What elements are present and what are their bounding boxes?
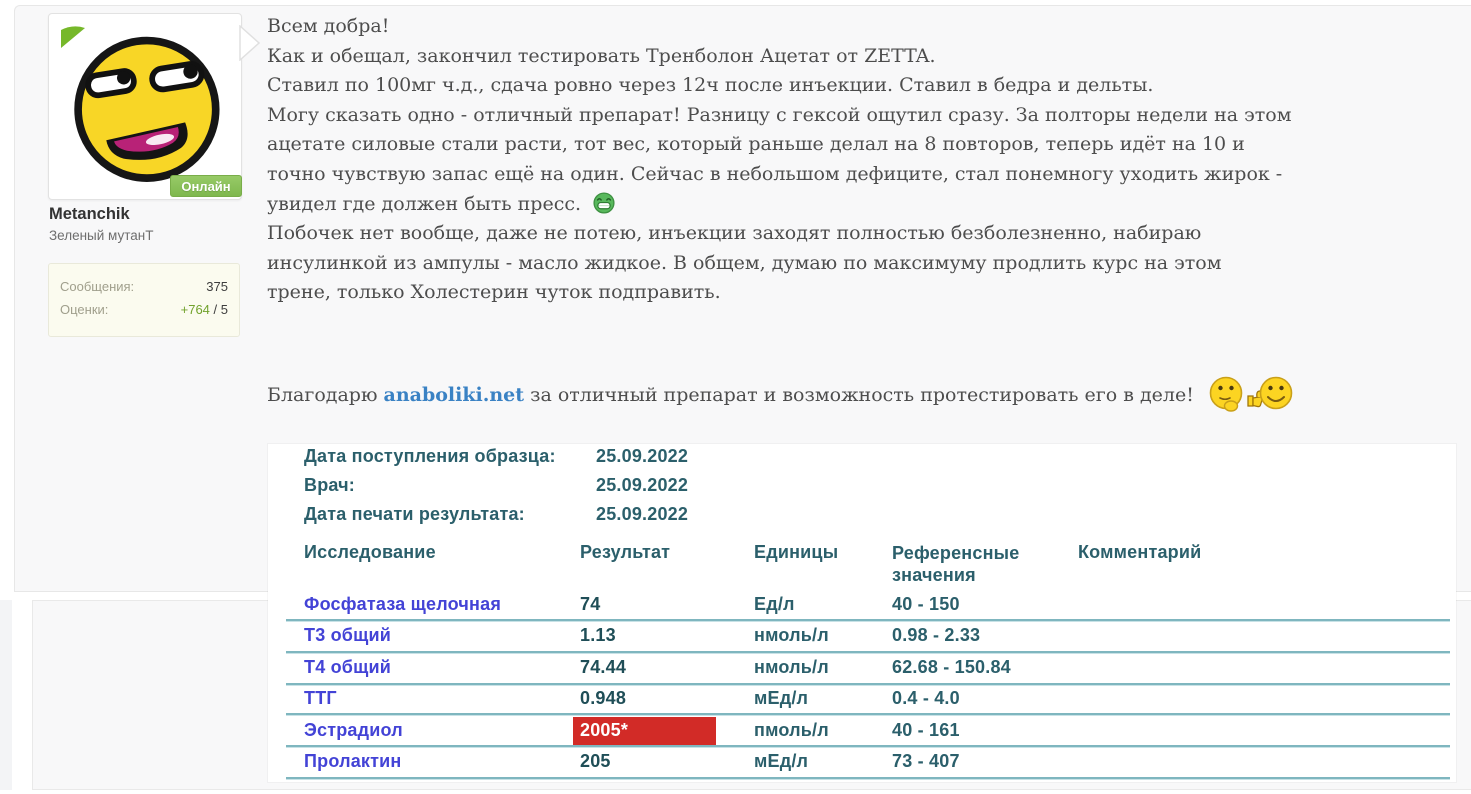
test-reference: 73 - 407 xyxy=(892,751,960,771)
col-header-comment: Комментарий xyxy=(1078,542,1202,562)
col-header-result: Результат xyxy=(580,542,671,562)
lab-report-image[interactable]: Дата поступления образца: 25.09.2022 Вра… xyxy=(268,444,1456,782)
post-line: увидел где должен быть пресс. xyxy=(267,190,1467,220)
post-line: инсулинкой из ампулы - масло жидкое. В о… xyxy=(267,251,1222,274)
positive-ratings: +764 xyxy=(180,302,210,317)
post-line: Всем добра! xyxy=(267,15,390,37)
thanks-line: Благодарю anaboliki.net за отличный преп… xyxy=(267,374,1294,415)
lab-meta-value: 25.09.2022 xyxy=(596,446,689,466)
test-units: Ед/л xyxy=(754,594,795,614)
test-units: мЕд/л xyxy=(754,751,809,771)
user-stats: Сообщения: 375 Оценки: +764 / 5 xyxy=(48,263,240,337)
test-result: 0.948 xyxy=(580,688,627,708)
ratings-label: Оценки: xyxy=(60,302,109,317)
ratings-count: +764 / 5 xyxy=(181,298,228,321)
lab-meta-label: Врач: xyxy=(304,475,356,495)
post-line: Могу сказать одно - отличный препарат! Р… xyxy=(267,103,1292,126)
row-divider xyxy=(286,745,1450,747)
test-result: 1.13 xyxy=(580,625,616,645)
lab-meta-label: Дата печати результата: xyxy=(304,504,525,524)
test-name: ТТГ xyxy=(304,688,337,708)
messages-count: 375 xyxy=(206,279,228,294)
test-name: Фосфатаза щелочная xyxy=(304,594,502,614)
thinking-smiley-icon xyxy=(1209,376,1243,412)
test-name: Пролактин xyxy=(304,751,402,771)
test-name: Эстрадиол xyxy=(304,720,403,740)
test-reference: 0.98 - 2.33 xyxy=(892,625,981,645)
username-link[interactable]: Metanchik xyxy=(49,205,130,223)
post-line: Побочек нет вообще, даже не потею, инъек… xyxy=(267,222,1202,245)
row-divider xyxy=(286,683,1450,685)
row-divider xyxy=(286,651,1450,653)
post-line: Как и обещал, закончил тестировать Тренб… xyxy=(267,44,936,67)
thanks-prefix: Благодарю xyxy=(267,384,384,406)
test-reference: 0.4 - 4.0 xyxy=(892,688,960,708)
lab-meta-label: Дата поступления образца: xyxy=(304,446,556,466)
happy-smiley-icon xyxy=(1259,376,1293,410)
post-line: трене, только Холестерин чуток подправит… xyxy=(267,281,721,304)
thanks-suffix: за отличный препарат и возможность проте… xyxy=(524,384,1194,406)
row-divider xyxy=(286,777,1450,779)
green-grin-emoji-icon xyxy=(593,192,615,214)
post-body: Всем добра! Как и обещал, закончил тести… xyxy=(267,12,1467,308)
test-name: Т3 общий xyxy=(304,625,392,645)
online-status-badge: Онлайн xyxy=(170,175,242,197)
test-reference: 62.68 - 150.84 xyxy=(892,657,1011,677)
test-name: Т4 общий xyxy=(304,657,392,677)
ratings-stat-row: Оценки: +764 / 5 xyxy=(60,298,228,321)
anaboliki-link[interactable]: anaboliki.net xyxy=(383,384,525,406)
test-reference: 40 - 150 xyxy=(892,594,960,614)
col-header-reference: Референсные значения xyxy=(892,543,1020,585)
awesome-face-avatar-image xyxy=(74,36,220,182)
lab-row: Т3 общий 1.13 нмоль/л 0.98 - 2.33 xyxy=(268,625,1456,653)
lab-row: Т4 общий 74.44 нмоль/л 62.68 - 150.84 xyxy=(268,657,1456,685)
test-result: 74.44 xyxy=(580,657,627,677)
user-title: Зеленый мутанТ xyxy=(49,228,154,243)
avatar[interactable] xyxy=(48,13,242,200)
messages-label: Сообщения: xyxy=(60,279,135,294)
lab-meta-value: 25.09.2022 xyxy=(596,504,689,524)
row-divider xyxy=(286,713,1450,715)
post-line: Ставил по 100мг ч.д., сдача ровно через … xyxy=(267,74,1154,97)
test-reference: 40 - 161 xyxy=(892,720,960,740)
speech-bubble-arrow-icon xyxy=(239,25,261,61)
lab-row-abnormal: Эстрадиол 2005* пмоль/л 40 - 161 xyxy=(268,717,1456,748)
ratings-suffix: / 5 xyxy=(209,302,228,317)
lab-row: Пролактин 205 мЕд/л 73 - 407 xyxy=(268,751,1456,779)
messages-stat-row: Сообщения: 375 xyxy=(60,275,228,298)
test-units: нмоль/л xyxy=(754,657,829,677)
test-result: 205 xyxy=(580,751,611,771)
post-line: точно чувствую запас ещё на один. Сейчас… xyxy=(267,162,1283,185)
col-header-units: Единицы xyxy=(754,542,839,562)
test-units: мЕд/л xyxy=(754,688,809,708)
smiley-pair-icon xyxy=(1209,376,1293,412)
test-units: нмоль/л xyxy=(754,625,829,645)
lab-row: ТТГ 0.948 мЕд/л 0.4 - 4.0 xyxy=(268,688,1456,716)
col-header-study: Исследование xyxy=(304,542,436,562)
lab-row: Фосфатаза щелочная 74 Ед/л 40 - 150 xyxy=(268,594,1456,622)
post-line-text: увидел где должен быть пресс. xyxy=(267,192,582,215)
abnormal-value-cell xyxy=(573,717,716,745)
test-units: пмоль/л xyxy=(754,720,829,740)
test-result-flagged: 2005* xyxy=(580,720,629,740)
new-post-corner-icon xyxy=(61,26,85,48)
page-left-margin-strip xyxy=(0,600,12,790)
post-line: ацетате силовые стали расти, тот вес, ко… xyxy=(267,133,1245,156)
row-divider xyxy=(286,619,1450,621)
test-result: 74 xyxy=(580,594,601,614)
lab-meta-value: 25.09.2022 xyxy=(596,475,689,495)
